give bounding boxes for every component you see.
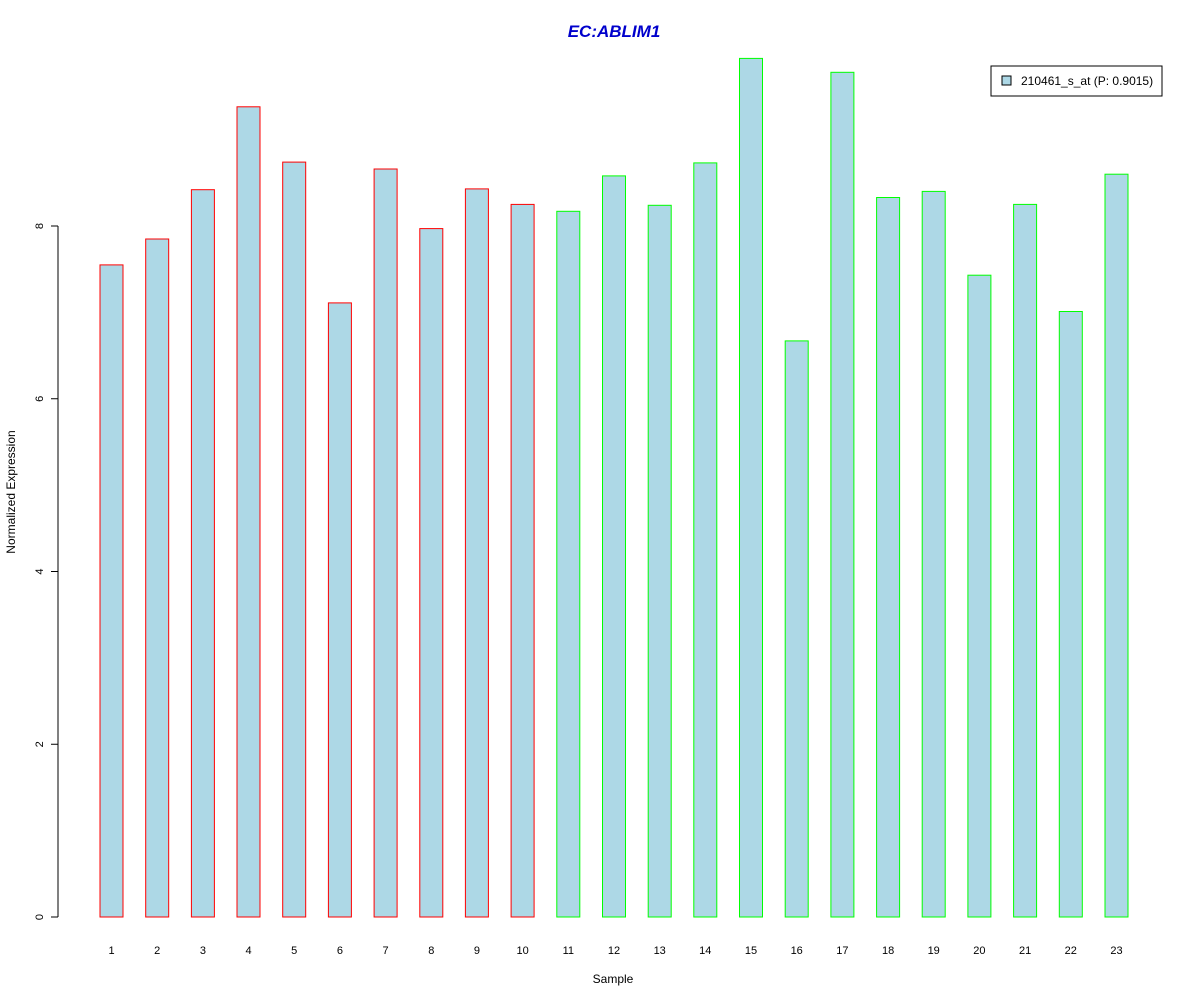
x-tick-label: 15 bbox=[745, 945, 757, 957]
y-tick-label: 2 bbox=[34, 741, 46, 747]
bar-sample-12 bbox=[602, 175, 626, 918]
bar-sample-23 bbox=[1104, 173, 1129, 918]
legend-swatch bbox=[1001, 75, 1012, 86]
x-tick-label: 13 bbox=[654, 945, 666, 957]
bar-sample-5 bbox=[282, 161, 307, 918]
x-tick-label: 4 bbox=[245, 945, 251, 957]
y-tick-label: 8 bbox=[34, 223, 46, 229]
y-axis-label: Normalized Expression bbox=[4, 430, 18, 553]
bar-sample-16 bbox=[784, 340, 809, 918]
x-tick-label: 11 bbox=[563, 945, 574, 957]
bar-sample-22 bbox=[1058, 311, 1083, 918]
bar-sample-11 bbox=[556, 210, 581, 918]
bar-sample-8 bbox=[419, 228, 444, 918]
bar-sample-1 bbox=[99, 264, 124, 918]
bars-group bbox=[99, 57, 1129, 918]
bar-sample-18 bbox=[876, 197, 901, 918]
bar-sample-17 bbox=[830, 71, 855, 918]
x-tick-label: 6 bbox=[337, 945, 343, 957]
legend-box bbox=[990, 65, 1163, 97]
x-tick-label: 3 bbox=[200, 945, 206, 957]
x-tick-label: 12 bbox=[608, 945, 620, 957]
x-tick-label: 22 bbox=[1065, 945, 1077, 957]
bar-sample-9 bbox=[464, 188, 489, 918]
chart-title: EC:ABLIM1 bbox=[568, 22, 661, 41]
bar-sample-3 bbox=[190, 189, 215, 918]
x-tick-label: 7 bbox=[383, 945, 389, 957]
bar-sample-10 bbox=[510, 203, 535, 918]
y-axis: 0 2 4 6 8 bbox=[34, 223, 59, 920]
y-tick-label: 6 bbox=[34, 396, 46, 402]
bar-sample-4 bbox=[236, 106, 261, 918]
x-tick-label: 21 bbox=[1019, 945, 1031, 957]
x-tick-label: 18 bbox=[882, 945, 894, 957]
bar-sample-2 bbox=[145, 238, 170, 918]
x-tick-label: 1 bbox=[108, 945, 114, 957]
x-tick-label: 16 bbox=[791, 945, 803, 957]
bar-sample-15 bbox=[739, 57, 763, 918]
legend-label: 210461_s_at (P: 0.9015) bbox=[1021, 74, 1153, 88]
bar-sample-7 bbox=[373, 168, 398, 918]
x-tick-label: 5 bbox=[291, 945, 297, 957]
y-tick-label: 4 bbox=[34, 568, 46, 574]
bar-sample-13 bbox=[647, 204, 672, 918]
x-tick-label: 9 bbox=[474, 945, 480, 957]
x-tick-label: 17 bbox=[836, 945, 848, 957]
bar-sample-21 bbox=[1013, 203, 1038, 918]
bar-sample-6 bbox=[327, 302, 352, 918]
x-tick-labels: 1 2 3 4 5 6 7 8 9 10 11 12 13 14 15 16 17 18 19 20 21 22 23 bbox=[108, 945, 1122, 957]
y-tick-label: 0 bbox=[34, 914, 46, 920]
bar-sample-14 bbox=[693, 162, 718, 918]
x-tick-label: 10 bbox=[516, 945, 528, 957]
x-axis-label: Sample bbox=[593, 972, 634, 986]
x-tick-label: 2 bbox=[154, 945, 160, 957]
x-tick-label: 14 bbox=[699, 945, 711, 957]
x-tick-label: 19 bbox=[928, 945, 940, 957]
x-tick-label: 23 bbox=[1110, 945, 1122, 957]
bar-sample-20 bbox=[967, 274, 992, 918]
legend: 210461_s_at (P: 0.9015) bbox=[990, 65, 1163, 97]
x-tick-label: 20 bbox=[973, 945, 985, 957]
bar-sample-19 bbox=[921, 190, 946, 918]
x-tick-label: 8 bbox=[428, 945, 434, 957]
